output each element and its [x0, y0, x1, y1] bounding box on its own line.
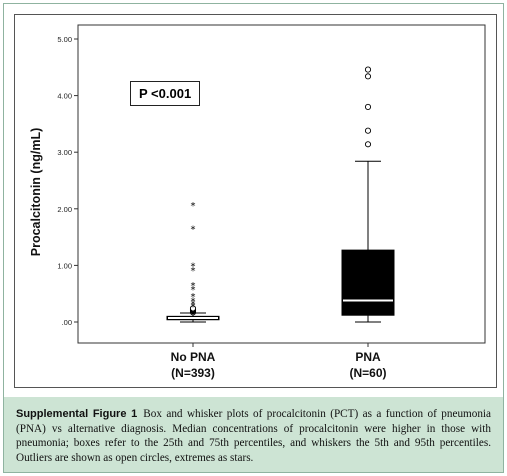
- pna-outlier-point: [364, 103, 372, 110]
- no-pna-extreme-point: *: [191, 285, 196, 296]
- pna-outlier-point: [364, 66, 372, 73]
- y-tick-label: 3.00: [57, 148, 72, 157]
- caption-text: Box and whisker plots of procalcitonin (…: [16, 408, 492, 464]
- no-pna-category-label: No PNA: [171, 350, 216, 364]
- p-value-annotation: P <0.001: [130, 81, 201, 106]
- no-pna-extreme-point: *: [191, 292, 196, 303]
- no-pna-outlier-point: [189, 305, 197, 312]
- figure-caption: Supplemental Figure 1 Box and whisker plo…: [4, 397, 503, 472]
- no-pna-extreme-point: *: [191, 302, 196, 313]
- no-pna-extreme-point: *: [191, 225, 196, 236]
- caption-title: Supplemental Figure 1: [16, 408, 138, 420]
- axes-frame: [77, 24, 486, 344]
- no-pna-extreme-point: *: [191, 299, 196, 310]
- y-tick-label: 1.00: [57, 261, 72, 270]
- no-pna-n-label: (N=393): [171, 366, 215, 380]
- boxplot-chart: .00 1.00 2.00 3.00 4.00 5.00 Procalcitonin (ng…: [29, 24, 486, 380]
- pna-category-label: PNA: [355, 350, 381, 364]
- no-pna-extreme-point: *: [191, 281, 196, 292]
- y-tick-label: 5.00: [57, 35, 72, 44]
- pna-outlier-point: [364, 127, 372, 134]
- figure-frame: .00 1.00 2.00 3.00 4.00 5.00 Procalcitonin (ng…: [3, 3, 504, 473]
- pna-outlier-point: [364, 141, 372, 148]
- y-tick-label: .00: [62, 318, 72, 327]
- pna-box: [341, 249, 395, 316]
- y-tick-label: 2.00: [57, 205, 72, 214]
- pna-n-label: (N=60): [349, 366, 386, 380]
- no-pna-extreme-point: *: [191, 296, 196, 307]
- no-pna-extreme-point: *: [191, 201, 196, 212]
- pna-outlier-point: [364, 73, 372, 80]
- y-tick-label: 4.00: [57, 92, 72, 101]
- no-pna-extreme-point: *: [191, 261, 196, 272]
- y-axis-label: Procalcitonin (ng/mL): [29, 128, 43, 256]
- plot-area: .00 1.00 2.00 3.00 4.00 5.00 Procalcitonin (ng…: [14, 14, 497, 388]
- no-pna-extreme-point: *: [191, 266, 196, 277]
